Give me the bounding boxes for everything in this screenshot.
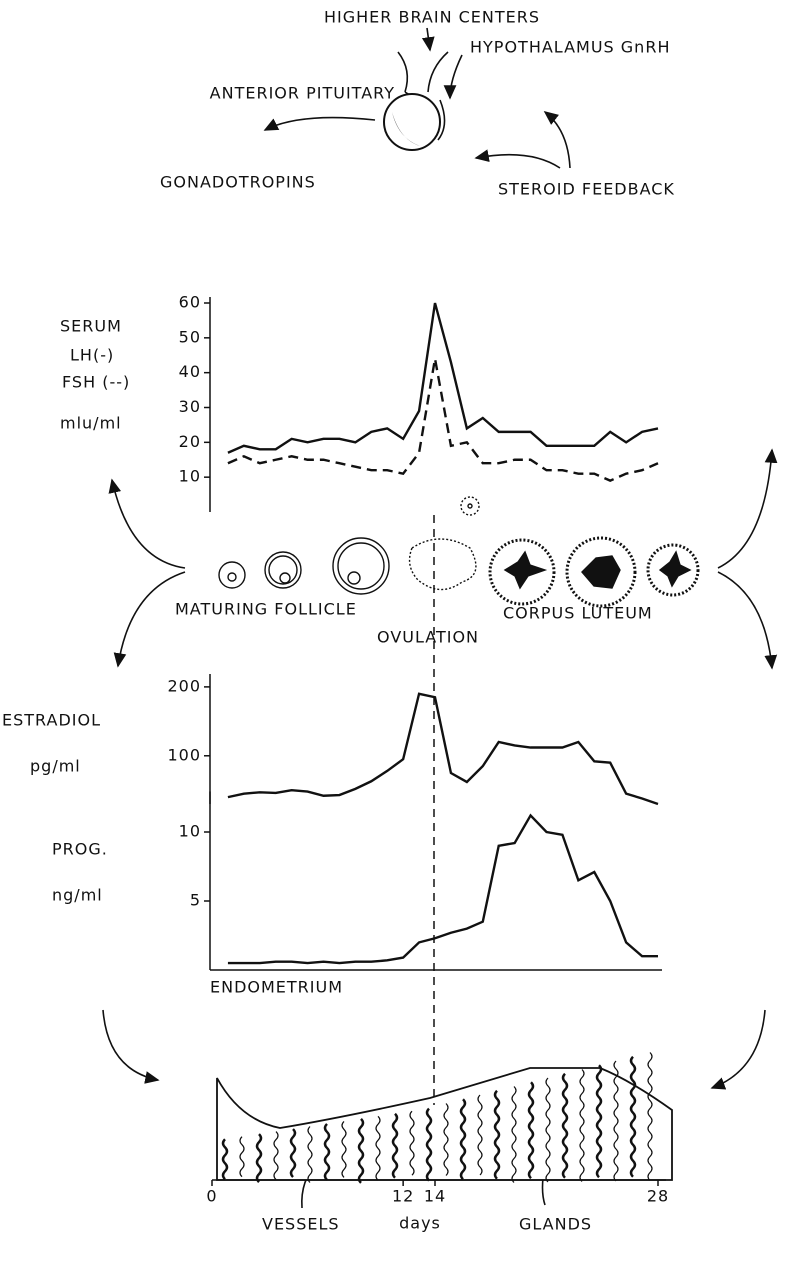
label: GONADOTROPINS xyxy=(160,173,316,192)
label: OVULATION xyxy=(377,628,479,647)
y-tick-label: 10 xyxy=(179,467,201,486)
arrow xyxy=(718,450,772,568)
label: STEROID FEEDBACK xyxy=(498,180,675,199)
y-tick-label: 5 xyxy=(190,891,201,910)
x-tick-label: 0 xyxy=(206,1187,217,1206)
data-line xyxy=(228,694,658,804)
y-tick-label: 100 xyxy=(167,745,201,764)
y-tick-label: 30 xyxy=(179,397,201,416)
arrow xyxy=(476,155,560,168)
label: ANTERIOR PITUITARY xyxy=(210,84,395,103)
y-tick-label: 60 xyxy=(179,293,201,312)
arrow xyxy=(718,572,772,668)
y-unit: mlu/ml xyxy=(60,414,122,433)
y-tick-label: 10 xyxy=(179,822,201,841)
arrow xyxy=(450,55,462,98)
series-label: LH(-) xyxy=(70,346,114,365)
figure: HIGHER BRAIN CENTERS HYPOTHALAMUS GnRH A… xyxy=(0,0,785,1265)
arrow xyxy=(118,572,185,666)
x-tick-label: 12 xyxy=(392,1187,414,1206)
y-label: ESTRADIOL xyxy=(2,711,101,730)
y-label: PROG. xyxy=(52,840,108,859)
y-tick-label: 200 xyxy=(167,676,201,695)
label: VESSELS xyxy=(262,1215,340,1234)
arrow xyxy=(545,112,570,168)
label: MATURING FOLLICLE xyxy=(175,600,357,619)
label: HIGHER BRAIN CENTERS xyxy=(324,8,540,27)
arrow xyxy=(427,28,430,50)
follicles xyxy=(219,497,698,606)
arrow xyxy=(265,118,375,130)
data-line xyxy=(228,303,658,453)
label: HYPOTHALAMUS GnRH xyxy=(470,38,670,57)
y-tick-label: 20 xyxy=(179,432,201,451)
arrow xyxy=(712,1010,765,1088)
arrow xyxy=(103,1010,158,1080)
arrow xyxy=(112,480,185,568)
series-label: FSH (--) xyxy=(62,373,130,392)
y-unit: ng/ml xyxy=(52,886,103,905)
data-line xyxy=(228,359,658,481)
y-tick-label: 50 xyxy=(179,327,201,346)
y-label: SERUM xyxy=(60,317,122,336)
label: CORPUS LUTEUM xyxy=(503,604,653,623)
x-tick-label: 28 xyxy=(647,1187,669,1206)
label: ENDOMETRIUM xyxy=(210,978,343,997)
x-tick-label: 14 xyxy=(424,1187,446,1206)
y-tick-label: 40 xyxy=(179,362,201,381)
data-line xyxy=(228,815,658,963)
y-unit: pg/ml xyxy=(30,757,81,776)
label: GLANDS xyxy=(519,1215,592,1234)
x-label: days xyxy=(399,1214,441,1233)
